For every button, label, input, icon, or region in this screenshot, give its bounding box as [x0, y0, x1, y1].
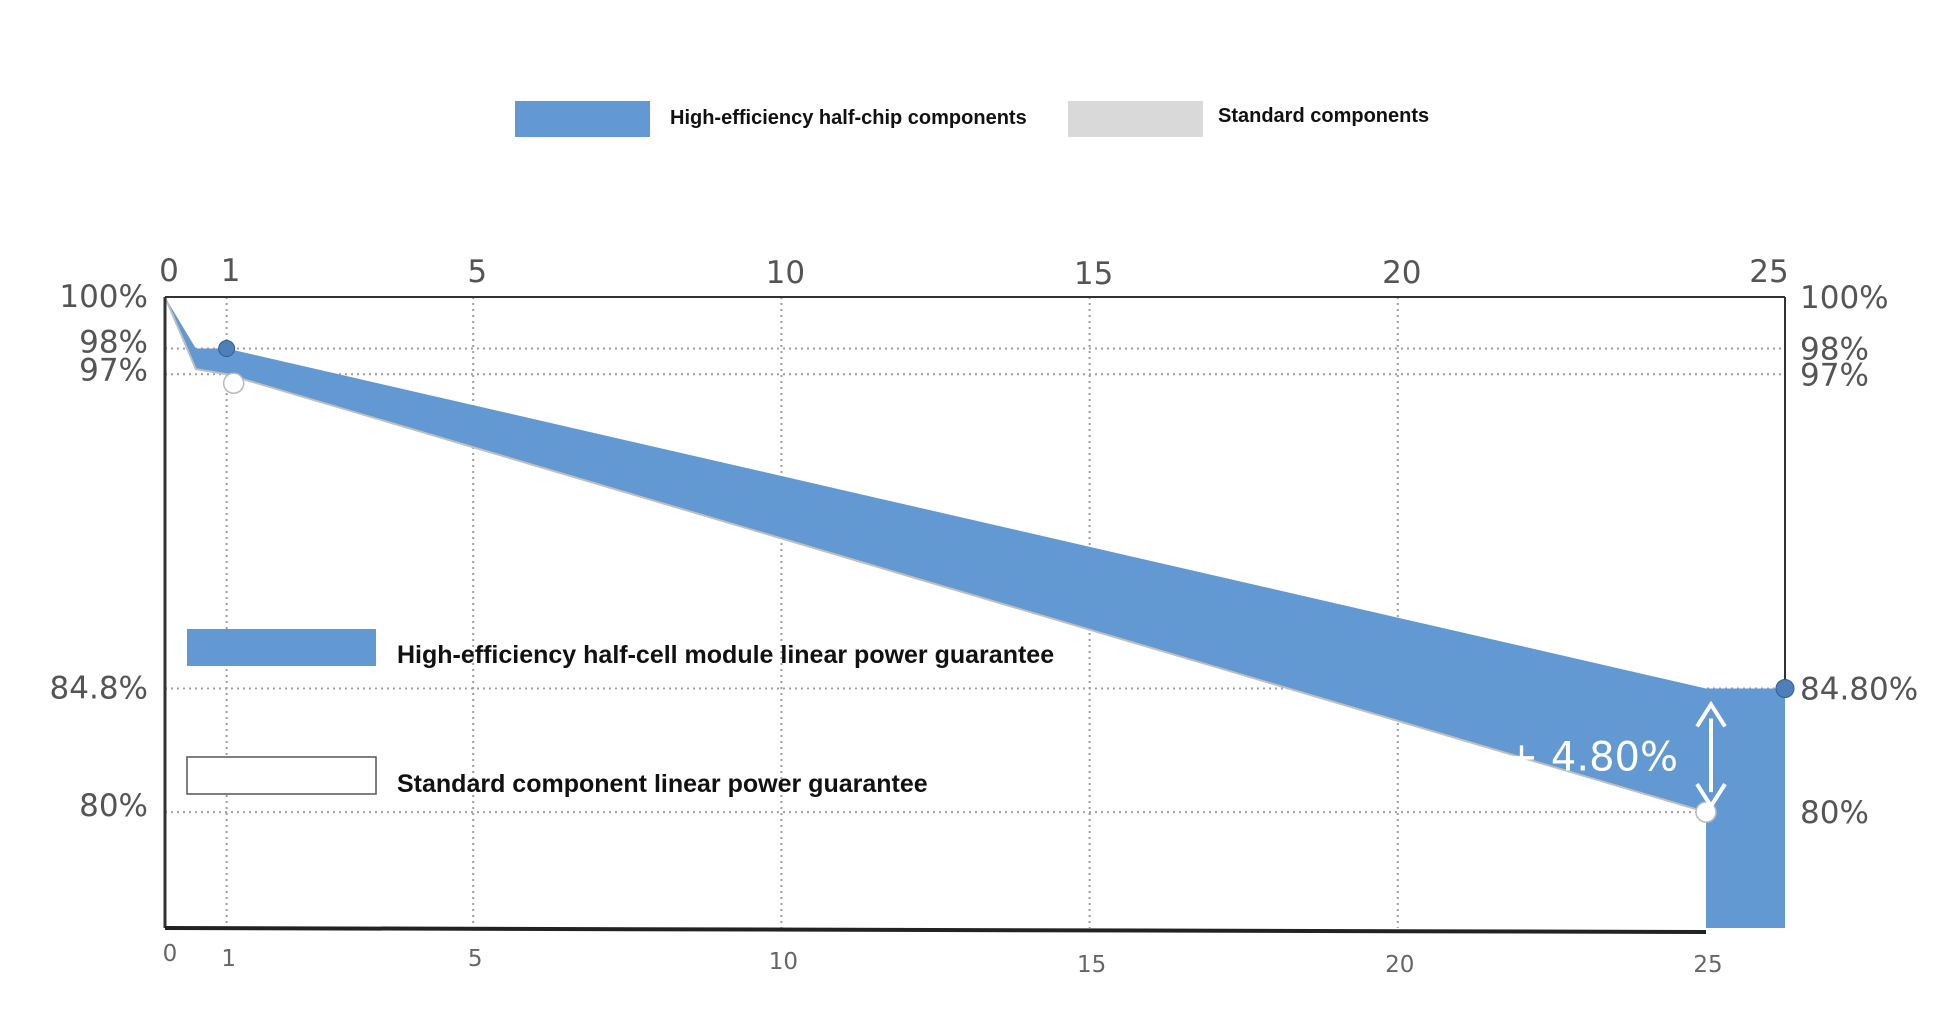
x-tick-label-top-6: 25: [1749, 254, 1788, 290]
x-tick-label-bottom-0: 0: [163, 941, 178, 967]
y-tick-label-right-3: 84.80%: [1800, 671, 1918, 707]
series-area-half-cell: [165, 297, 1785, 928]
annotation-arrow-head-down: [1695, 783, 1727, 810]
x-tick-label-bottom-5: 20: [1385, 952, 1414, 978]
x-tick-label-bottom-1: 1: [221, 946, 236, 972]
x-tick-label-bottom-3: 10: [769, 949, 798, 975]
y-tick-label-left-3: 84.8%: [50, 670, 148, 706]
y-tick-label-right-0: 100%: [1800, 280, 1889, 316]
legend-label-top-0: High-efficiency half-chip components: [670, 107, 1027, 129]
axis-bottom: [164, 926, 1707, 934]
x-tick-label-top-4: 15: [1074, 256, 1113, 292]
y-tick-label-left-2: 97%: [79, 352, 148, 388]
x-tick-label-top-0: 0: [159, 253, 179, 289]
point-half-cell-year-1: [218, 340, 236, 358]
x-tick-label-top-3: 10: [766, 255, 805, 291]
y-tick-label-left-4: 80%: [79, 788, 148, 824]
legend-label-inner-1: Standard component linear power guarante…: [397, 770, 928, 798]
legend-label-top-1: Standard components: [1218, 105, 1429, 127]
y-tick-label-right-1: 98%: [1800, 332, 1869, 368]
annotation-label: + 4.80%: [1505, 734, 1678, 780]
point-half-cell-year-25: [1775, 678, 1795, 698]
legend-label-inner-0: High-efficiency half-cell module linear …: [397, 641, 1054, 669]
y-tick-label-right-4: 80%: [1800, 795, 1869, 831]
x-tick-label-top-5: 20: [1382, 255, 1421, 291]
grid: [165, 297, 1785, 928]
legend-swatch-top-0: [515, 101, 650, 137]
x-tick-label-top-2: 5: [467, 254, 487, 290]
annotation-arrow-head-up: [1695, 700, 1727, 728]
x-tick-label-bottom-2: 5: [468, 946, 483, 972]
y-tick-label-right-2: 97%: [1800, 357, 1869, 393]
legend-swatch-top-1: [1068, 101, 1203, 137]
x-tick-label-bottom-6: 25: [1693, 952, 1722, 978]
series-line-standard: [164, 296, 1707, 814]
point-standard-year-1: [222, 372, 245, 395]
x-tick-label-bottom-4: 15: [1077, 952, 1106, 978]
legend-swatch-inner-0: [187, 629, 376, 666]
x-tick-label-top-1: 1: [221, 253, 241, 289]
y-tick-label-left-0: 100%: [59, 279, 148, 315]
y-tick-label-left-1: 98%: [79, 325, 148, 361]
legend-swatch-inner-1: [186, 756, 377, 795]
